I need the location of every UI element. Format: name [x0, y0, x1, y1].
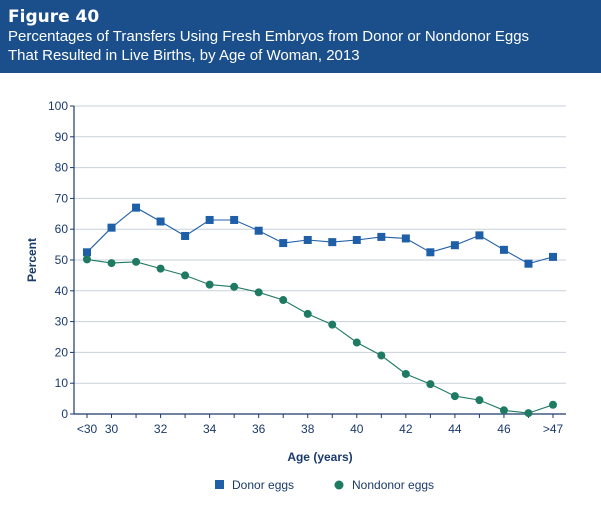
figure-header: Figure 40 Percentages of Transfers Using…: [0, 0, 601, 73]
x-tick-label: 38: [301, 422, 315, 436]
figure-title-line-2: That Resulted in Live Births, by Age of …: [8, 47, 360, 64]
series-line-donor-eggs: [86, 206, 554, 265]
donor-eggs-point: [254, 226, 263, 235]
donor-eggs-point: [230, 215, 239, 224]
donor-eggs-point: [303, 235, 312, 244]
donor-eggs-point: [426, 248, 435, 257]
line-chart: 0 10 20 30 40 50 60 70 80 90 100 <30 30 32 34 36 38 40 42 4…: [25, 99, 566, 492]
nondonor-eggs-point: [549, 400, 557, 409]
y-tick-label: 10: [55, 376, 69, 390]
nondonor-eggs-point: [401, 369, 410, 378]
donor-eggs-point: [205, 215, 214, 224]
x-tick-label: 30: [105, 422, 119, 436]
x-tick-label: 34: [203, 422, 217, 436]
y-tick-label: 70: [55, 191, 69, 205]
y-tick-label: 100: [48, 99, 68, 113]
figure-title-line-1: Percentages of Transfers Using Fresh Emb…: [8, 28, 530, 45]
tick-labels: 0 10 20 30 40 50 60 70 80 90 100 <30 30 32 34 36 38 40 42 4…: [48, 99, 564, 436]
y-tick-label: 40: [55, 284, 69, 298]
legend-nondonor-eggs-label: Nondonor eggs: [352, 478, 434, 492]
y-tick-label: 90: [55, 130, 69, 144]
donor-eggs-point: [475, 231, 484, 240]
nondonor-eggs-point: [426, 380, 435, 389]
x-tick-label: <30: [77, 422, 98, 436]
nondonor-eggs-point: [279, 296, 288, 305]
donor-eggs-point: [83, 248, 91, 257]
y-tick-label: 80: [55, 161, 69, 175]
figure-label: Figure 40: [8, 7, 100, 27]
legend-donor-eggs-label: Donor eggs: [232, 478, 294, 492]
nondonor-eggs-point: [499, 406, 508, 415]
axes: [70, 105, 566, 418]
y-tick-label: 60: [55, 222, 69, 236]
donor-eggs-point: [352, 235, 361, 244]
donor-eggs-point: [524, 259, 533, 268]
donor-eggs-point: [156, 217, 165, 226]
nondonor-eggs-point: [156, 264, 165, 273]
donor-eggs-point: [549, 252, 557, 261]
donor-eggs-point: [499, 245, 508, 254]
nondonor-eggs-point: [230, 282, 239, 291]
nondonor-eggs-point: [328, 320, 337, 329]
nondonor-eggs-point: [107, 259, 116, 268]
series-line-nondonor-eggs: [86, 258, 554, 414]
x-tick-label: 32: [154, 422, 168, 436]
series: [83, 203, 557, 418]
legend-donor-eggs-marker: [215, 480, 224, 489]
y-tick-label: 30: [55, 315, 69, 329]
y-axis-title: Percent: [25, 238, 39, 282]
x-tick-label: >47: [543, 422, 564, 436]
x-axis-title: Age (years): [287, 450, 352, 464]
nondonor-eggs-point: [303, 309, 312, 318]
nondonor-eggs-point: [132, 257, 141, 266]
x-tick-label: 42: [399, 422, 413, 436]
donor-eggs-point: [401, 234, 410, 243]
donor-eggs-point: [107, 223, 116, 232]
nondonor-eggs-point: [83, 255, 91, 264]
nondonor-eggs-point: [450, 392, 459, 401]
nondonor-eggs-point: [352, 338, 361, 347]
donor-eggs-point: [132, 203, 141, 212]
nondonor-eggs-point: [254, 288, 263, 297]
donor-eggs-point: [181, 231, 190, 240]
x-tick-label: 36: [252, 422, 266, 436]
nondonor-eggs-point: [524, 409, 533, 418]
nondonor-eggs-point: [181, 271, 190, 280]
grid-lines: [74, 105, 566, 384]
nondonor-eggs-point: [475, 396, 484, 405]
legend: Donor eggs Nondonor eggs: [215, 478, 434, 492]
x-tick-label: 40: [350, 422, 364, 436]
donor-eggs-point: [450, 241, 459, 250]
donor-eggs-point: [328, 238, 337, 247]
x-tick-label: 44: [448, 422, 462, 436]
legend-nondonor-eggs-marker: [334, 480, 344, 490]
donor-eggs-point: [279, 239, 288, 248]
nondonor-eggs-point: [205, 280, 214, 289]
x-tick-label: 46: [497, 422, 511, 436]
y-tick-label: 20: [55, 345, 69, 359]
y-tick-label: 50: [55, 253, 69, 267]
donor-eggs-point: [377, 232, 386, 241]
nondonor-eggs-point: [377, 351, 386, 360]
y-tick-label: 0: [61, 407, 68, 421]
